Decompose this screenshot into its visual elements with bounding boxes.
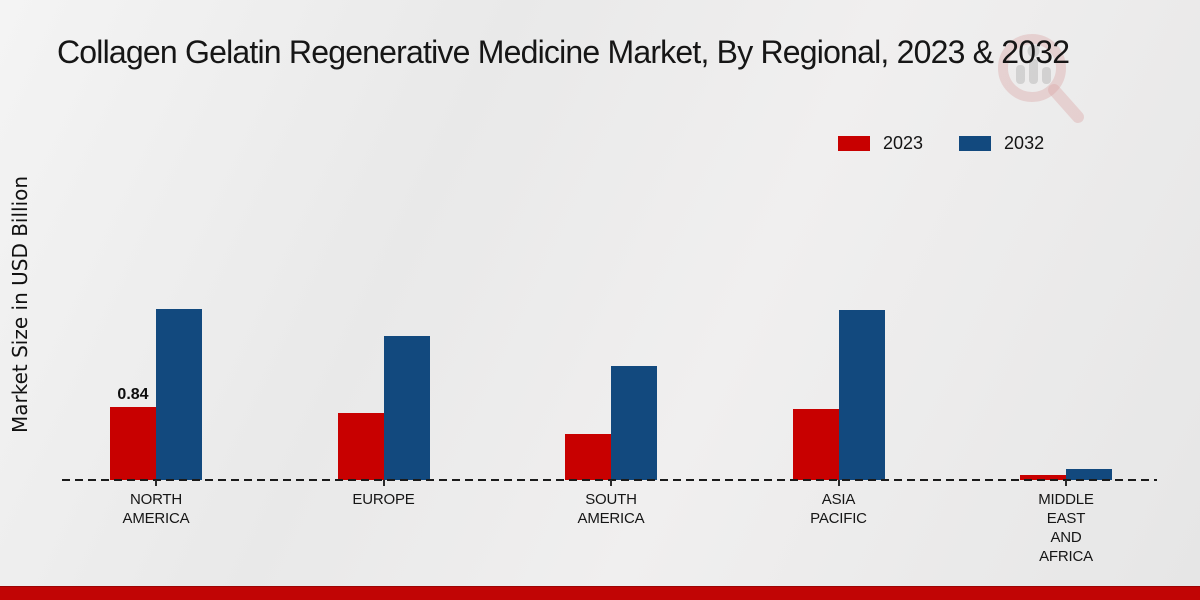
axis-tick-europe <box>382 480 385 486</box>
magnifier-bar-chart-logo-icon <box>985 18 1105 138</box>
bottom-accent-bar <box>0 586 1200 600</box>
axis-tick-asia-pacific <box>837 480 840 486</box>
bar-2023-north-america <box>110 407 156 480</box>
category-label-north-america: NORTH AMERICA <box>122 491 190 527</box>
category-label-asia-pacific: ASIA PACIFIC <box>810 491 867 527</box>
category-label-europe: EUROPE <box>352 491 415 508</box>
category-label-middle-east-and-africa: MIDDLE EAST AND AFRICA <box>1038 491 1094 565</box>
legend-label-2032: 2032 <box>1004 133 1045 153</box>
bar-2032-middle-east-and-africa <box>1066 468 1112 480</box>
x-axis-dashed-line <box>62 479 1157 481</box>
chart-title: Collagen Gelatin Regenerative Medicine M… <box>57 34 1070 70</box>
legend-swatch-2032 <box>959 136 992 151</box>
axis-tick-south-america <box>610 480 612 486</box>
bar-2023-europe <box>337 413 384 480</box>
legend-item-2032: 2032 <box>959 133 1044 154</box>
bar-2032-south-america <box>611 365 657 480</box>
bar-2023-asia-pacific <box>792 409 839 480</box>
bar-2023-middle-east-and-africa <box>1020 474 1066 480</box>
bar-value-label-north-america: 0.84 <box>117 386 149 404</box>
bar-2032-europe <box>383 336 430 480</box>
axis-tick-north-america <box>155 480 157 486</box>
bar-2032-north-america <box>156 308 202 480</box>
magnifier-icon <box>998 34 1084 123</box>
legend-item-2023: 2023 <box>838 133 923 154</box>
axis-tick-middle-east-and-africa <box>1065 480 1067 486</box>
bar-2032-asia-pacific <box>838 310 885 480</box>
category-label-south-america: SOUTH AMERICA <box>577 491 645 527</box>
legend-label-2023: 2023 <box>883 133 924 153</box>
bar-chart-glyph <box>1016 45 1051 84</box>
legend-swatch-2023 <box>838 136 870 151</box>
legend: 2023 2032 <box>838 133 1044 154</box>
bar-2023-south-america <box>565 434 611 480</box>
